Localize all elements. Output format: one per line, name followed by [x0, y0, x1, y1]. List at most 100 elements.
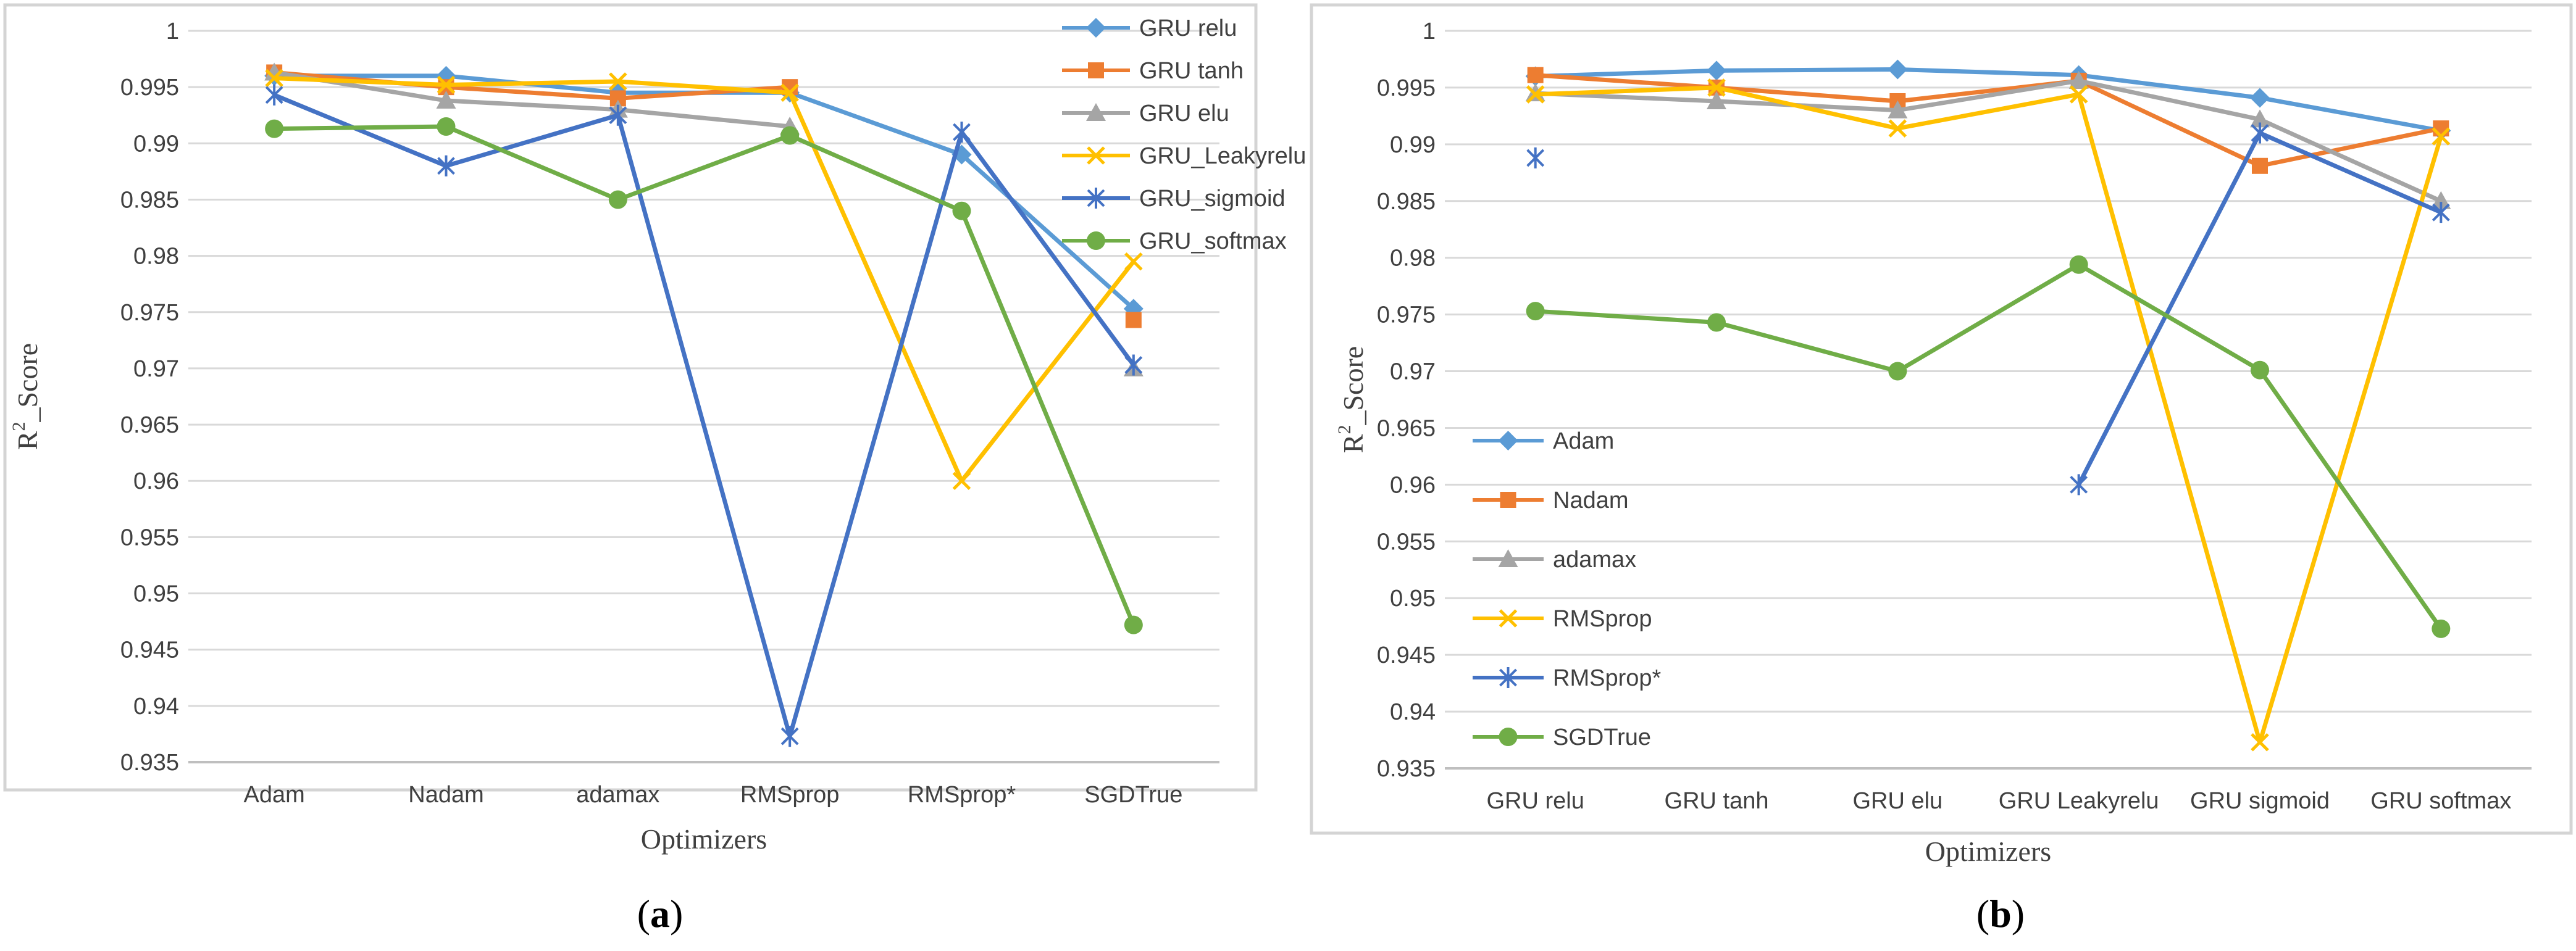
y-tick-label: 0.94: [1390, 699, 1436, 725]
data-point: [2252, 157, 2268, 174]
data-point: [437, 117, 456, 136]
data-point: [1888, 119, 1907, 138]
data-point: [2250, 88, 2270, 108]
y-axis-title-superscript: 2: [9, 422, 29, 431]
y-tick-label: 0.935: [120, 750, 179, 776]
legend-label: GRU relu: [1139, 15, 1237, 41]
y-axis-title-base: R: [1337, 434, 1369, 453]
data-point: [265, 119, 284, 138]
y-tick-label: 0.98: [1390, 246, 1436, 272]
chart-panel-a: 0.935 0.94 0.945 0.95 0.955 0.96 0.965 0.97 0.97…: [3, 3, 1306, 936]
data-point: [1526, 85, 1545, 104]
series-line: [274, 124, 1136, 626]
y-tick-label: 0.96: [1390, 472, 1436, 498]
data-point: [1707, 91, 1726, 109]
panel-caption: (b): [1976, 892, 2025, 936]
legend-label: RMSprop: [1553, 606, 1652, 632]
y-tick-label: 0.945: [1377, 642, 1436, 668]
y-tick-label: 0.965: [1377, 415, 1436, 441]
data-point: [780, 126, 800, 145]
legend-label: GRU elu: [1139, 101, 1229, 127]
data-point: [2432, 202, 2450, 223]
y-tick-label: 0.955: [1377, 529, 1436, 555]
y-tick-label: 1: [1423, 19, 1436, 44]
chart-panel-b: 0.935 0.94 0.945 0.95 0.955 0.96 0.965 0.97 0.97…: [1310, 3, 2573, 936]
data-point: [953, 122, 971, 143]
x-tick-label: GRU elu: [1852, 788, 1942, 814]
data-point: [1888, 59, 1908, 80]
y-tick-label: 0.935: [1377, 756, 1436, 782]
legend-label: GRU_Leakyrelu: [1139, 143, 1306, 169]
data-point: [1125, 312, 1142, 328]
legend-marker: [1087, 231, 1105, 250]
data-point: [2250, 109, 2270, 128]
series-line: [1535, 85, 2443, 745]
data-point: [1888, 362, 1907, 381]
legend-marker: [1499, 667, 1517, 688]
data-point: [437, 75, 456, 94]
x-tick-label: Adam: [244, 782, 305, 808]
y-tick-label: 0.97: [133, 356, 179, 382]
x-tick-label: adamax: [576, 782, 659, 808]
data-point: [1526, 302, 1545, 321]
series-line: [274, 76, 1135, 483]
y-axis-title: R2_Score: [1334, 346, 1369, 453]
y-tick-label: 0.995: [1377, 75, 1436, 101]
legend-marker: [1498, 431, 1518, 451]
data-point: [1707, 313, 1726, 332]
legend-marker: [1088, 62, 1104, 78]
panel-caption: (a): [637, 892, 684, 936]
legend-marker: [1498, 549, 1518, 567]
y-tick-label: 0.95: [133, 581, 179, 607]
legend-marker: [1499, 609, 1518, 628]
series-line: [273, 93, 1135, 739]
legend-marker: [1500, 492, 1516, 508]
data-point: [1707, 78, 1726, 97]
x-tick-label: GRU Leakyrelu: [1999, 788, 2159, 814]
data-point: [265, 84, 283, 106]
y-tick-label: 0.955: [120, 525, 179, 550]
x-tick-label: GRU softmax: [2370, 788, 2511, 814]
y-axis-title-rest: _Score: [1337, 346, 1369, 426]
legend-label: GRU_sigmoid: [1139, 186, 1286, 212]
data-point: [2432, 619, 2451, 638]
data-point: [952, 201, 971, 220]
legend-marker: [1086, 103, 1106, 121]
data-point: [265, 69, 283, 88]
data-point: [1124, 354, 1143, 376]
data-point: [2432, 127, 2451, 146]
x-tick-label: SGDTrue: [1084, 782, 1182, 808]
legend-marker: [1087, 188, 1105, 209]
data-point: [437, 155, 455, 176]
series-GRU_sigmoid: [265, 84, 1143, 747]
series-RMSprop*: [1526, 122, 2450, 496]
series-SGDTrue: [1526, 255, 2451, 638]
x-tick-label: GRU sigmoid: [2190, 788, 2330, 814]
y-tick-label: 0.98: [133, 244, 179, 270]
y-tick-label: 0.985: [1377, 189, 1436, 215]
legend-label: Nadam: [1553, 488, 1629, 513]
y-tick-label: 0.99: [1390, 132, 1436, 158]
y-tick-label: 0.95: [1390, 586, 1436, 612]
series-GRU_softmax: [265, 117, 1143, 634]
data-point: [1124, 252, 1143, 271]
x-tick-label: Nadam: [408, 782, 484, 808]
data-point: [1124, 615, 1143, 634]
legend-marker: [1086, 18, 1106, 38]
data-point: [2251, 122, 2269, 144]
x-axis-title: Optimizers: [1925, 836, 2051, 867]
x-tick-label: RMSprop: [740, 782, 840, 808]
y-tick-label: 0.97: [1390, 359, 1436, 385]
data-point: [609, 104, 627, 126]
y-tick-label: 0.94: [133, 694, 179, 720]
series-GRU_Leakyrelu: [265, 69, 1143, 490]
legend-marker: [1087, 146, 1105, 165]
x-tick-label: GRU relu: [1486, 788, 1584, 814]
data-point: [2431, 191, 2451, 209]
legend-label: GRU_softmax: [1139, 228, 1287, 254]
chart-frame: [3, 3, 1258, 792]
legend-label: adamax: [1553, 547, 1636, 573]
data-point: [609, 72, 627, 91]
data-point: [2068, 70, 2089, 89]
